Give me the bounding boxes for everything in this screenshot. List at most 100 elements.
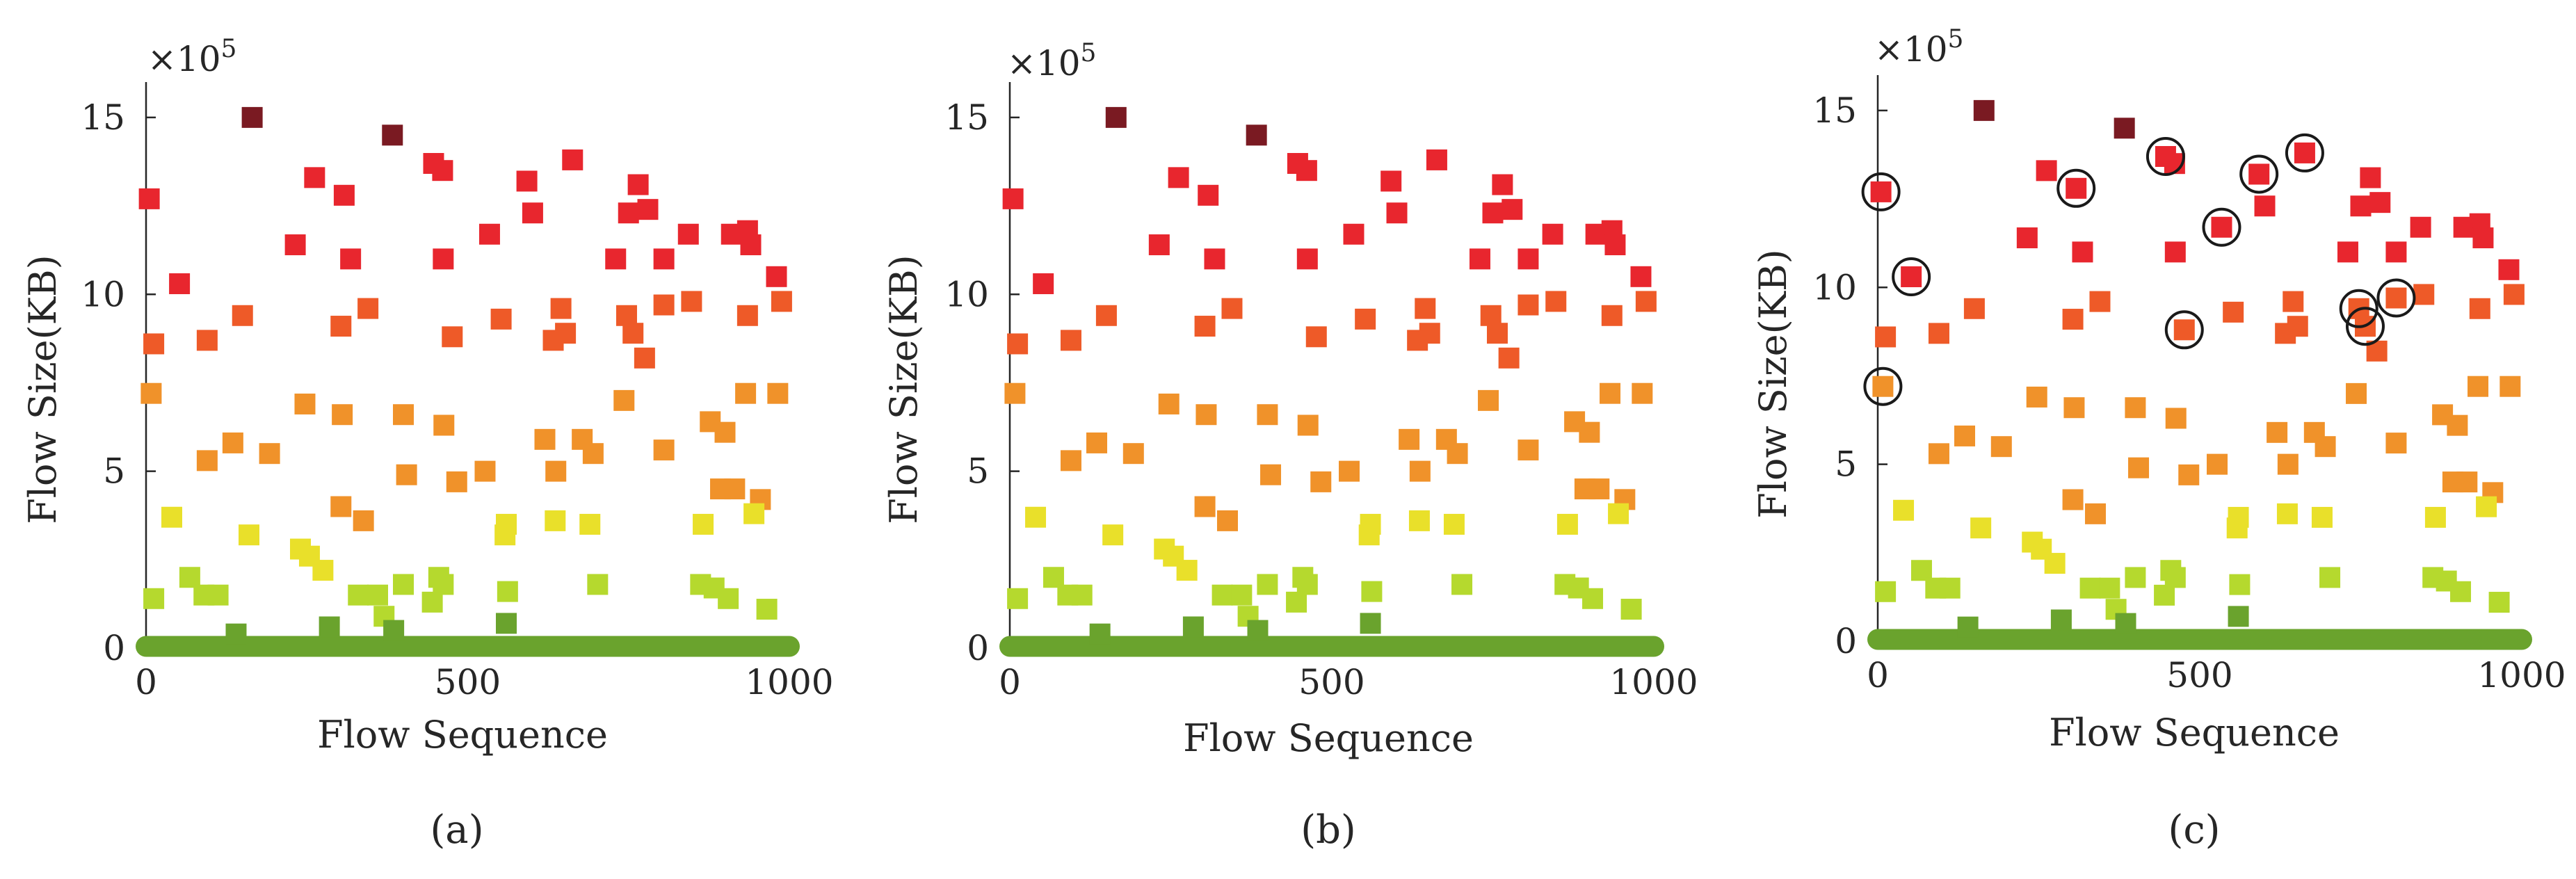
data-point-c xyxy=(2128,457,2150,478)
data-point-a xyxy=(239,524,259,546)
data-point-a xyxy=(330,496,352,517)
data-point-b xyxy=(1604,234,1626,256)
highlight-circle-c xyxy=(1861,172,1901,211)
data-point-b xyxy=(1086,432,1108,453)
data-point-a xyxy=(735,382,757,404)
data-point-b xyxy=(1600,382,1621,404)
panel-c: 0 5 10 15 0 500 1000 (c) Flow Sequence Flow Si… xyxy=(1751,25,2566,853)
data-point-b xyxy=(1502,199,1523,220)
data-point-b xyxy=(1296,160,1317,182)
highlight-circle-c xyxy=(2285,133,2324,172)
highlight-circle-c xyxy=(2056,168,2096,208)
data-point-a xyxy=(433,574,454,595)
data-point-c xyxy=(2385,287,2407,309)
data-point-a xyxy=(613,389,635,411)
data-point-c xyxy=(2115,613,2136,634)
data-point-a xyxy=(582,443,604,465)
data-point-b xyxy=(1286,591,1307,613)
data-point-b xyxy=(1211,584,1233,606)
data-point-b xyxy=(1176,560,1198,581)
data-point-a xyxy=(579,513,601,535)
data-point-b xyxy=(1380,170,1402,192)
data-point-c xyxy=(2016,227,2038,249)
data-point-b xyxy=(1148,234,1170,256)
data-point-a xyxy=(442,326,463,348)
y-axis-label-b: Flow Size(KB) xyxy=(882,255,926,524)
data-point-b xyxy=(1582,588,1604,609)
data-point-c xyxy=(2350,195,2372,217)
data-point-c xyxy=(2319,567,2341,588)
data-point-a xyxy=(474,460,496,482)
data-point-c xyxy=(2099,577,2120,599)
y-tick-label-c: 15 xyxy=(1812,90,1857,131)
data-point-a xyxy=(207,584,229,606)
data-point-c xyxy=(1963,298,1985,319)
data-point-c xyxy=(2468,376,2489,397)
data-point-a xyxy=(562,149,583,170)
data-point-c xyxy=(2369,192,2391,213)
data-point-a xyxy=(348,584,369,606)
data-point-a xyxy=(478,223,500,245)
data-point-a xyxy=(714,421,736,443)
highlight-circle-c xyxy=(1892,257,1931,296)
data-point-c xyxy=(2450,581,2472,602)
data-point-c xyxy=(2207,453,2228,475)
data-point-b xyxy=(1247,620,1269,641)
data-point-b xyxy=(1089,623,1111,645)
data-point-c xyxy=(1870,181,1892,202)
data-point-c xyxy=(2211,216,2232,238)
y-exponent-a: ×105 xyxy=(147,35,236,79)
data-point-c xyxy=(2026,386,2047,408)
data-point-c xyxy=(2173,319,2195,341)
data-point-a xyxy=(332,404,353,426)
data-point-a xyxy=(740,234,762,256)
data-point-b xyxy=(1305,326,1327,348)
data-point-a xyxy=(432,160,453,182)
panel-b: 0 5 10 15 0 500 1000 (b) Flow Sequence Flow Si… xyxy=(882,39,1698,853)
data-point-a xyxy=(241,106,263,128)
data-point-b xyxy=(1168,167,1189,188)
data-point-c xyxy=(2164,241,2186,263)
data-point-a xyxy=(333,184,355,206)
y-exponent-c: ×105 xyxy=(1874,25,1963,70)
data-point-b xyxy=(1518,294,1539,316)
x-tick-label-a: 0 xyxy=(135,662,157,702)
data-point-c xyxy=(1970,517,1992,539)
data-point-b xyxy=(1355,308,1376,330)
highlight-circle-c xyxy=(2376,278,2416,318)
data-point-a xyxy=(545,510,566,531)
data-point-c xyxy=(2472,227,2494,249)
data-point-b xyxy=(1419,323,1440,344)
data-point-b xyxy=(1630,266,1652,287)
data-point-b xyxy=(1158,393,1180,414)
x-axis-label-c: Flow Sequence xyxy=(2049,711,2340,755)
data-point-c xyxy=(2125,567,2146,588)
x-tick-label-a: 500 xyxy=(435,662,501,702)
data-point-c xyxy=(2311,506,2333,528)
data-point-a xyxy=(627,174,649,195)
highlight-circle-c xyxy=(1863,366,1903,406)
data-point-b xyxy=(1409,460,1431,482)
data-point-c xyxy=(2315,436,2336,458)
data-point-a xyxy=(393,404,414,426)
data-point-a xyxy=(196,450,218,471)
data-point-a xyxy=(353,510,374,531)
data-point-b xyxy=(1399,428,1420,450)
data-point-b xyxy=(1257,404,1278,426)
data-point-b xyxy=(1194,496,1216,517)
data-point-c xyxy=(2079,577,2101,599)
data-point-b xyxy=(1556,513,1578,535)
x-tick-label-c: 1000 xyxy=(2477,655,2566,695)
data-point-a xyxy=(357,298,379,319)
data-point-b xyxy=(1060,450,1081,471)
highlight-circle-c xyxy=(2345,307,2385,346)
data-point-a xyxy=(693,513,714,535)
data-point-a xyxy=(169,273,191,294)
plot-area-c: 0 5 10 15 0 500 1000 xyxy=(1812,75,2566,695)
data-point-c xyxy=(1990,436,2012,458)
data-point-c xyxy=(2413,284,2435,305)
data-point-a xyxy=(143,588,165,609)
data-point-a xyxy=(756,599,778,620)
data-point-b xyxy=(1478,389,1499,411)
